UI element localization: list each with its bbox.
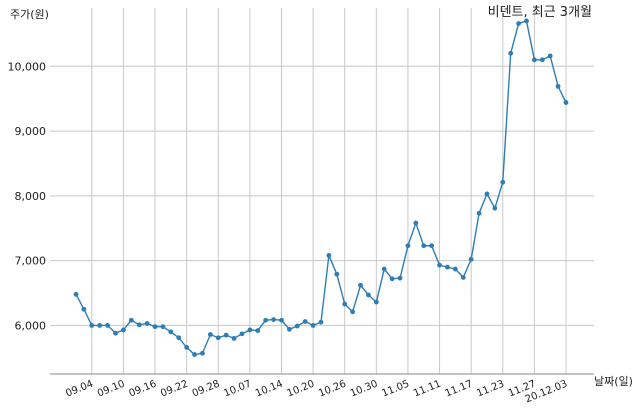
data-point [381, 266, 387, 272]
data-point [136, 322, 142, 328]
data-point [121, 327, 126, 333]
data-point [302, 319, 308, 324]
data-point [184, 345, 190, 350]
x-tick-label: 09.22 [159, 379, 190, 400]
x-tick-label: 11.17 [444, 379, 475, 400]
data-point [207, 332, 213, 337]
y-axis-title: 주가(원) [10, 8, 49, 21]
data-point [160, 324, 166, 330]
data-point [539, 57, 545, 63]
data-point [429, 243, 435, 249]
x-axis-title: 날짜(일) [594, 374, 633, 388]
data-point [334, 271, 340, 277]
data-point [176, 335, 182, 341]
x-axis-ticks: 09.04 09.10 09.16 09.22 09.28 10.07 10.14 10.20… [64, 379, 569, 406]
x-tick-label: 11.05 [380, 379, 411, 400]
data-point [524, 18, 529, 24]
data-point [397, 275, 403, 281]
data-point [358, 282, 363, 288]
data-point [555, 83, 561, 89]
data-point [89, 323, 95, 328]
data-point [476, 210, 482, 216]
data-point [247, 327, 253, 333]
x-tick-label: 09.10 [96, 379, 127, 400]
x-tick-label: 10.30 [349, 379, 380, 400]
data-point [508, 50, 514, 56]
data-point [500, 179, 506, 185]
series [73, 18, 569, 357]
y-tick-label: 8,000 [15, 190, 47, 203]
data-point [97, 323, 103, 328]
data-point [460, 275, 466, 280]
data-point [421, 243, 427, 249]
grid [50, 8, 594, 374]
y-tick-label: 6,000 [15, 319, 47, 332]
x-tick-label: 11.23 [475, 379, 506, 400]
data-point [255, 328, 261, 333]
y-axis-ticks: 6,000 7,000 8,000 9,000 10,000 [8, 60, 47, 332]
data-point [468, 256, 474, 262]
x-tick-label: 10.20 [286, 379, 317, 400]
data-point [128, 317, 134, 323]
x-tick-label: 11.11 [412, 379, 443, 400]
data-point [373, 299, 379, 305]
data-point [168, 329, 174, 335]
y-tick-label: 9,000 [15, 125, 47, 138]
data-point [81, 306, 87, 312]
data-point [405, 243, 411, 249]
data-point [484, 191, 490, 197]
data-point [231, 335, 237, 341]
x-tick-label: 09.04 [64, 379, 95, 400]
data-point [152, 324, 158, 330]
data-point [279, 317, 284, 323]
data-point [113, 330, 118, 336]
data-point [366, 292, 371, 298]
data-point [389, 276, 395, 282]
data-point [223, 332, 229, 338]
data-point [105, 323, 111, 328]
data-point [200, 350, 205, 356]
data-point [310, 323, 316, 328]
y-tick-label: 7,000 [15, 255, 47, 268]
data-point [437, 262, 442, 268]
data-point [547, 53, 553, 59]
data-point [326, 253, 332, 258]
series-line [75, 20, 567, 356]
data-point [531, 57, 537, 63]
data-point [342, 301, 348, 307]
data-point [492, 205, 498, 211]
chart-title: 비덴트, 최근 3개월 [488, 5, 592, 20]
data-point [263, 317, 269, 323]
data-point [452, 266, 458, 272]
data-point [413, 220, 419, 226]
data-point [445, 264, 450, 270]
data-point [239, 331, 245, 337]
data-point [144, 321, 150, 326]
x-tick-label: 09.16 [127, 379, 158, 400]
data-point [294, 323, 300, 329]
y-tick-label: 10,000 [8, 60, 47, 73]
data-point [286, 326, 292, 332]
x-tick-label: 10.26 [317, 379, 348, 400]
data-point [271, 317, 276, 322]
data-point [73, 291, 79, 297]
data-point [516, 21, 521, 26]
data-point [350, 309, 356, 315]
data-point [318, 319, 324, 325]
data-point [192, 352, 197, 357]
data-point [215, 335, 221, 341]
x-tick-label: 09.28 [191, 379, 222, 400]
data-point [563, 100, 569, 105]
x-tick-label: 10.14 [254, 379, 285, 400]
x-tick-label: 10.07 [222, 379, 253, 400]
